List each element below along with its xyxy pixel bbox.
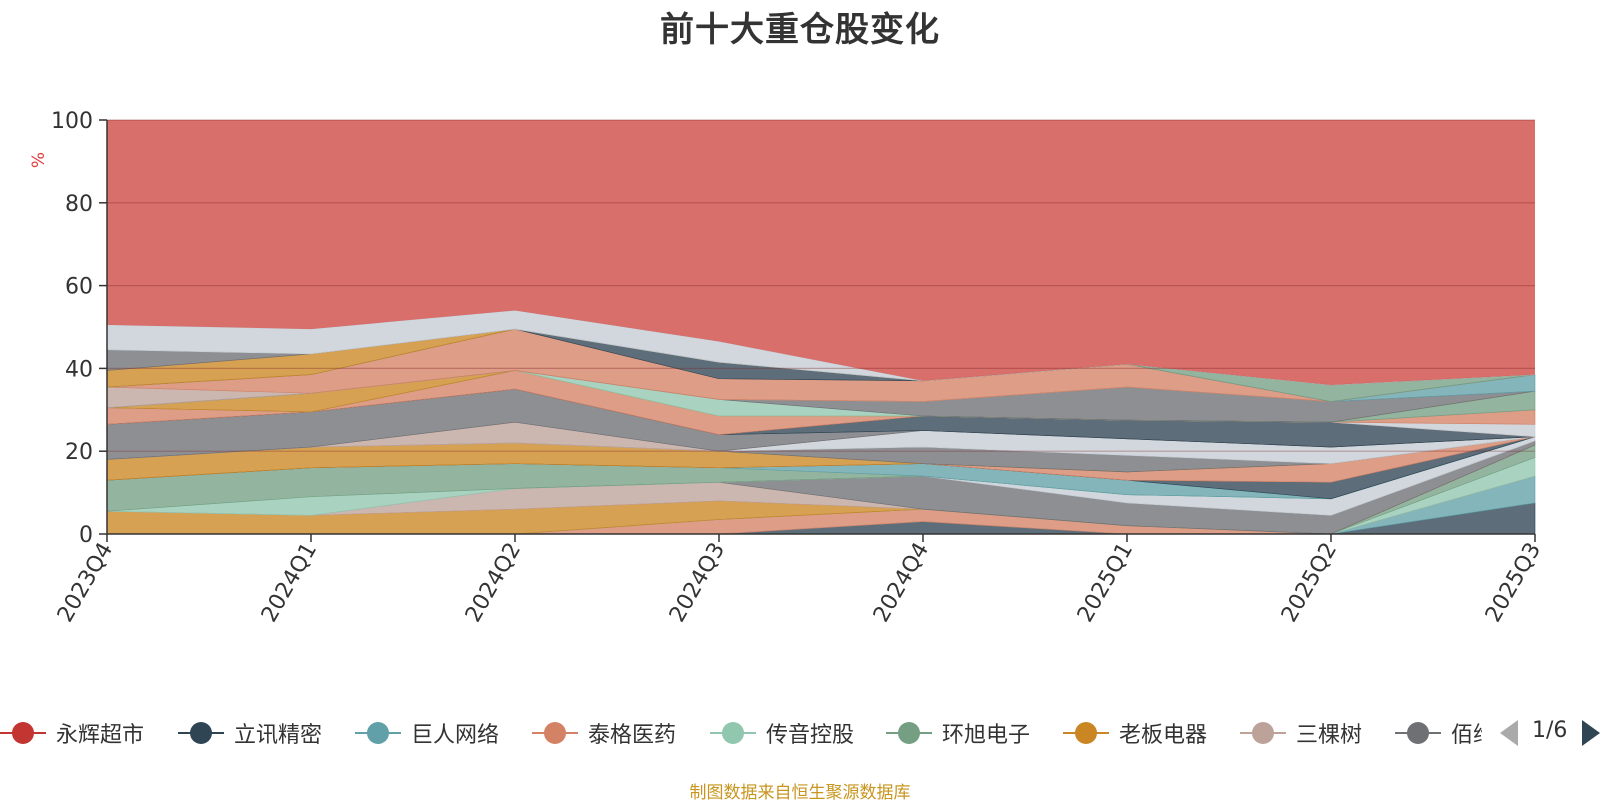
- legend-label: 传音控股: [766, 723, 855, 748]
- x-tick-label: 2024Q4: [869, 539, 934, 627]
- legend-marker-icon: [886, 721, 932, 745]
- x-tick-label: 2025Q2: [1277, 539, 1342, 627]
- legend-marker-icon: [1240, 721, 1286, 745]
- legend-next-page-icon[interactable]: [1582, 720, 1600, 746]
- y-tick-labels: 0 20 40 60 80 100: [51, 109, 93, 548]
- legend-marker-icon: [355, 721, 401, 745]
- legend-marker-icon: [178, 721, 224, 745]
- x-tick-label: 2024Q3: [665, 539, 730, 627]
- legend-prev-page-icon[interactable]: [1500, 720, 1518, 746]
- legend-items: 永辉超市 立讯精密 巨人网络 泰格医药 传音控股 环旭电子 老板电器 三棵树 佰维存储: [0, 716, 1482, 750]
- data-source-note: 制图数据来自恒生聚源数据库: [689, 783, 911, 803]
- legend-label: 三棵树: [1296, 723, 1363, 748]
- y-axis-label: %: [29, 152, 49, 168]
- x-tick-label: 2023Q4: [53, 539, 118, 627]
- axes: [99, 119, 1536, 542]
- legend-marker-icon: [1063, 721, 1109, 745]
- area-layer-top: [107, 120, 1535, 385]
- legend-pager: 1/6: [1500, 716, 1600, 750]
- legend-label: 老板电器: [1119, 723, 1208, 748]
- y-tick-label: 60: [65, 275, 93, 300]
- legend-item[interactable]: 巨人网络: [355, 716, 499, 750]
- y-tick-label: 0: [79, 523, 93, 548]
- legend-label: 环旭电子: [942, 723, 1031, 748]
- x-tick-label: 2025Q1: [1073, 539, 1138, 627]
- x-tick-label: 2025Q3: [1481, 539, 1546, 627]
- legend-item[interactable]: 传音控股: [710, 716, 854, 750]
- area-layers: [106, 120, 1536, 535]
- chart-title: 前十大重仓股变化: [660, 10, 940, 50]
- x-tick-labels: 2023Q4 2024Q1 2024Q2 2024Q3 2024Q4 2025Q1 2025…: [53, 539, 1546, 627]
- legend-item[interactable]: 环旭电子: [886, 716, 1030, 750]
- legend-marker-icon: [710, 721, 756, 745]
- gridlines: [107, 119, 1535, 452]
- x-tick-label: 2024Q1: [257, 539, 322, 627]
- legend-marker-icon: [1395, 721, 1441, 745]
- x-tick-label: 2024Q2: [461, 539, 526, 627]
- legend-label: 立讯精密: [234, 723, 323, 748]
- legend-label: 泰格医药: [588, 723, 677, 748]
- legend-item[interactable]: 三棵树: [1240, 716, 1362, 750]
- legend-label: 永辉超市: [56, 723, 145, 748]
- y-tick-label: 80: [65, 192, 93, 217]
- y-tick-label: 100: [51, 109, 93, 134]
- y-tick-label: 40: [65, 357, 93, 382]
- legend-label: 巨人网络: [411, 723, 500, 748]
- legend-item[interactable]: 老板电器: [1063, 716, 1207, 750]
- legend: 永辉超市 立讯精密 巨人网络 泰格医药 传音控股 环旭电子 老板电器 三棵树 佰维存储: [0, 716, 1600, 750]
- legend-marker-icon: [532, 721, 578, 745]
- legend-page-indicator: 1/6: [1532, 718, 1568, 743]
- legend-item[interactable]: 佰维存储: [1395, 716, 1482, 750]
- legend-item[interactable]: 立讯精密: [178, 716, 322, 750]
- legend-item[interactable]: 泰格医药: [532, 716, 676, 750]
- legend-item[interactable]: 永辉超市: [0, 716, 144, 750]
- y-tick-label: 20: [65, 440, 93, 465]
- legend-label: 佰维存储: [1451, 723, 1482, 748]
- legend-marker-icon: [0, 721, 46, 745]
